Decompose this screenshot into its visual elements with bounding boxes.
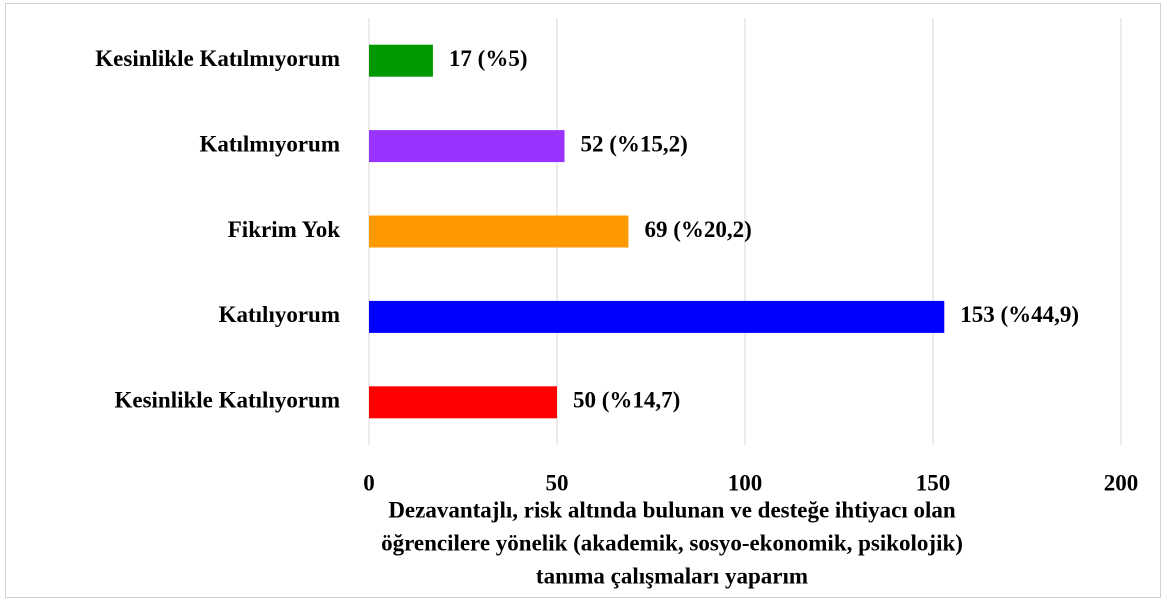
bar xyxy=(369,130,565,163)
x-tick-label: 0 xyxy=(363,470,375,495)
x-tick-label: 150 xyxy=(916,470,951,495)
x-tick-label: 100 xyxy=(728,470,763,495)
x-axis-label: öğrencilere yönelik (akademik, sosyo-eko… xyxy=(381,530,963,555)
value-label: 69 (%20,2) xyxy=(644,217,751,242)
chart-frame xyxy=(5,3,1161,598)
value-label: 52 (%15,2) xyxy=(581,131,688,156)
x-axis-label: Dezavantajlı, risk altında bulunan ve de… xyxy=(388,497,956,522)
y-tick-label: Fikrim Yok xyxy=(228,217,340,242)
y-tick-label: Kesinlikle Katılmıyorum xyxy=(95,46,340,71)
bar xyxy=(369,215,629,248)
y-tick-label: Kesinlikle Katılıyorum xyxy=(114,388,340,413)
value-label: 17 (%5) xyxy=(449,46,528,71)
x-axis-label: tanıma çalışmaları yaparım xyxy=(536,563,808,588)
bar xyxy=(369,300,945,333)
y-tick-label: Katılıyorum xyxy=(219,302,340,327)
x-tick-label: 200 xyxy=(1104,470,1139,495)
value-label: 153 (%44,9) xyxy=(960,302,1079,327)
bar xyxy=(369,386,557,419)
x-tick-label: 50 xyxy=(546,470,569,495)
value-label: 50 (%14,7) xyxy=(573,388,680,413)
bar xyxy=(369,44,433,77)
y-tick-label: Katılmıyorum xyxy=(199,131,340,156)
